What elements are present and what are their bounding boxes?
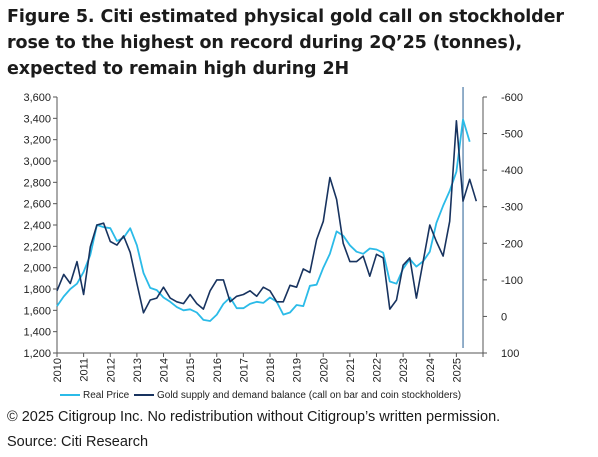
left-y-tick-label: 3,400 [23,113,51,125]
chart-title: Figure 5. Citi estimated physical gold c… [7,4,592,82]
legend-label-gold-balance: Gold supply and demand balance (call on … [157,390,461,401]
x-tick-label: 2017 [238,358,250,382]
x-tick-label: 2019 [292,358,304,382]
chart-title-line-1: Figure 5. Citi estimated physical gold c… [7,7,564,27]
chart-title-line-3: expected to remain high during 2H [7,59,350,79]
x-tick-label: 2018 [265,358,277,382]
real-price-line [56,118,471,322]
left-y-tick-label: 2,800 [23,177,51,189]
left-y-tick-label: 1,800 [23,284,51,296]
x-tick-label: 2011 [79,358,91,382]
right-y-tick-label: -500 [501,129,523,141]
left-y-tick-label: 1,400 [23,327,51,339]
copyright-note: © 2025 Citigroup Inc. No redistribution … [7,409,501,425]
left-y-tick-label: 1,600 [23,305,51,317]
x-tick-label: 2013 [132,358,144,382]
x-tick-label: 2024 [425,358,437,382]
source-note: Source: Citi Research [7,434,149,450]
gold-chart: 1,200 1,400 1,600 1,800 2,000 2,200 2,400 2,600… [23,87,523,401]
x-tick-label: 2010 [52,358,64,382]
x-tick-label: 2016 [212,358,224,382]
gold-balance-line [56,120,478,314]
right-y-tick-label: -200 [501,238,523,250]
right-y-tick-label: -100 [501,275,523,287]
left-y-tick-label: 3,000 [23,156,51,168]
right-y-tick-label: 0 [501,311,507,323]
x-tick-label: 2021 [345,358,357,382]
right-y-tick-label: 100 [501,348,519,360]
left-y-tick-label: 2,200 [23,241,51,253]
x-tick-label: 2015 [185,358,197,382]
left-y-tick-label: 2,000 [23,263,51,275]
right-y-tick-label: -300 [501,202,523,214]
left-y-tick-label: 3,600 [23,92,51,104]
left-y-tick-label: 3,200 [23,135,51,147]
right-y-tick-label: -400 [501,165,523,177]
x-tick-label: 2023 [398,358,410,382]
left-y-tick-label: 2,600 [23,199,51,211]
left-y-tick-label: 2,400 [23,220,51,232]
x-tick-label: 2012 [105,358,117,382]
legend: Real Price Gold supply and demand balance… [60,390,461,401]
x-tick-label: 2020 [318,358,330,382]
left-y-tick-label: 1,200 [23,348,51,360]
x-tick-label: 2014 [159,358,171,382]
x-tick-label: 2022 [372,358,384,382]
right-y-tick-label: -600 [501,92,523,104]
chart-title-line-2: rose to the highest on record during 2Q’… [7,33,523,53]
legend-label-real-price: Real Price [83,390,130,401]
x-tick-label: 2025 [451,358,463,382]
